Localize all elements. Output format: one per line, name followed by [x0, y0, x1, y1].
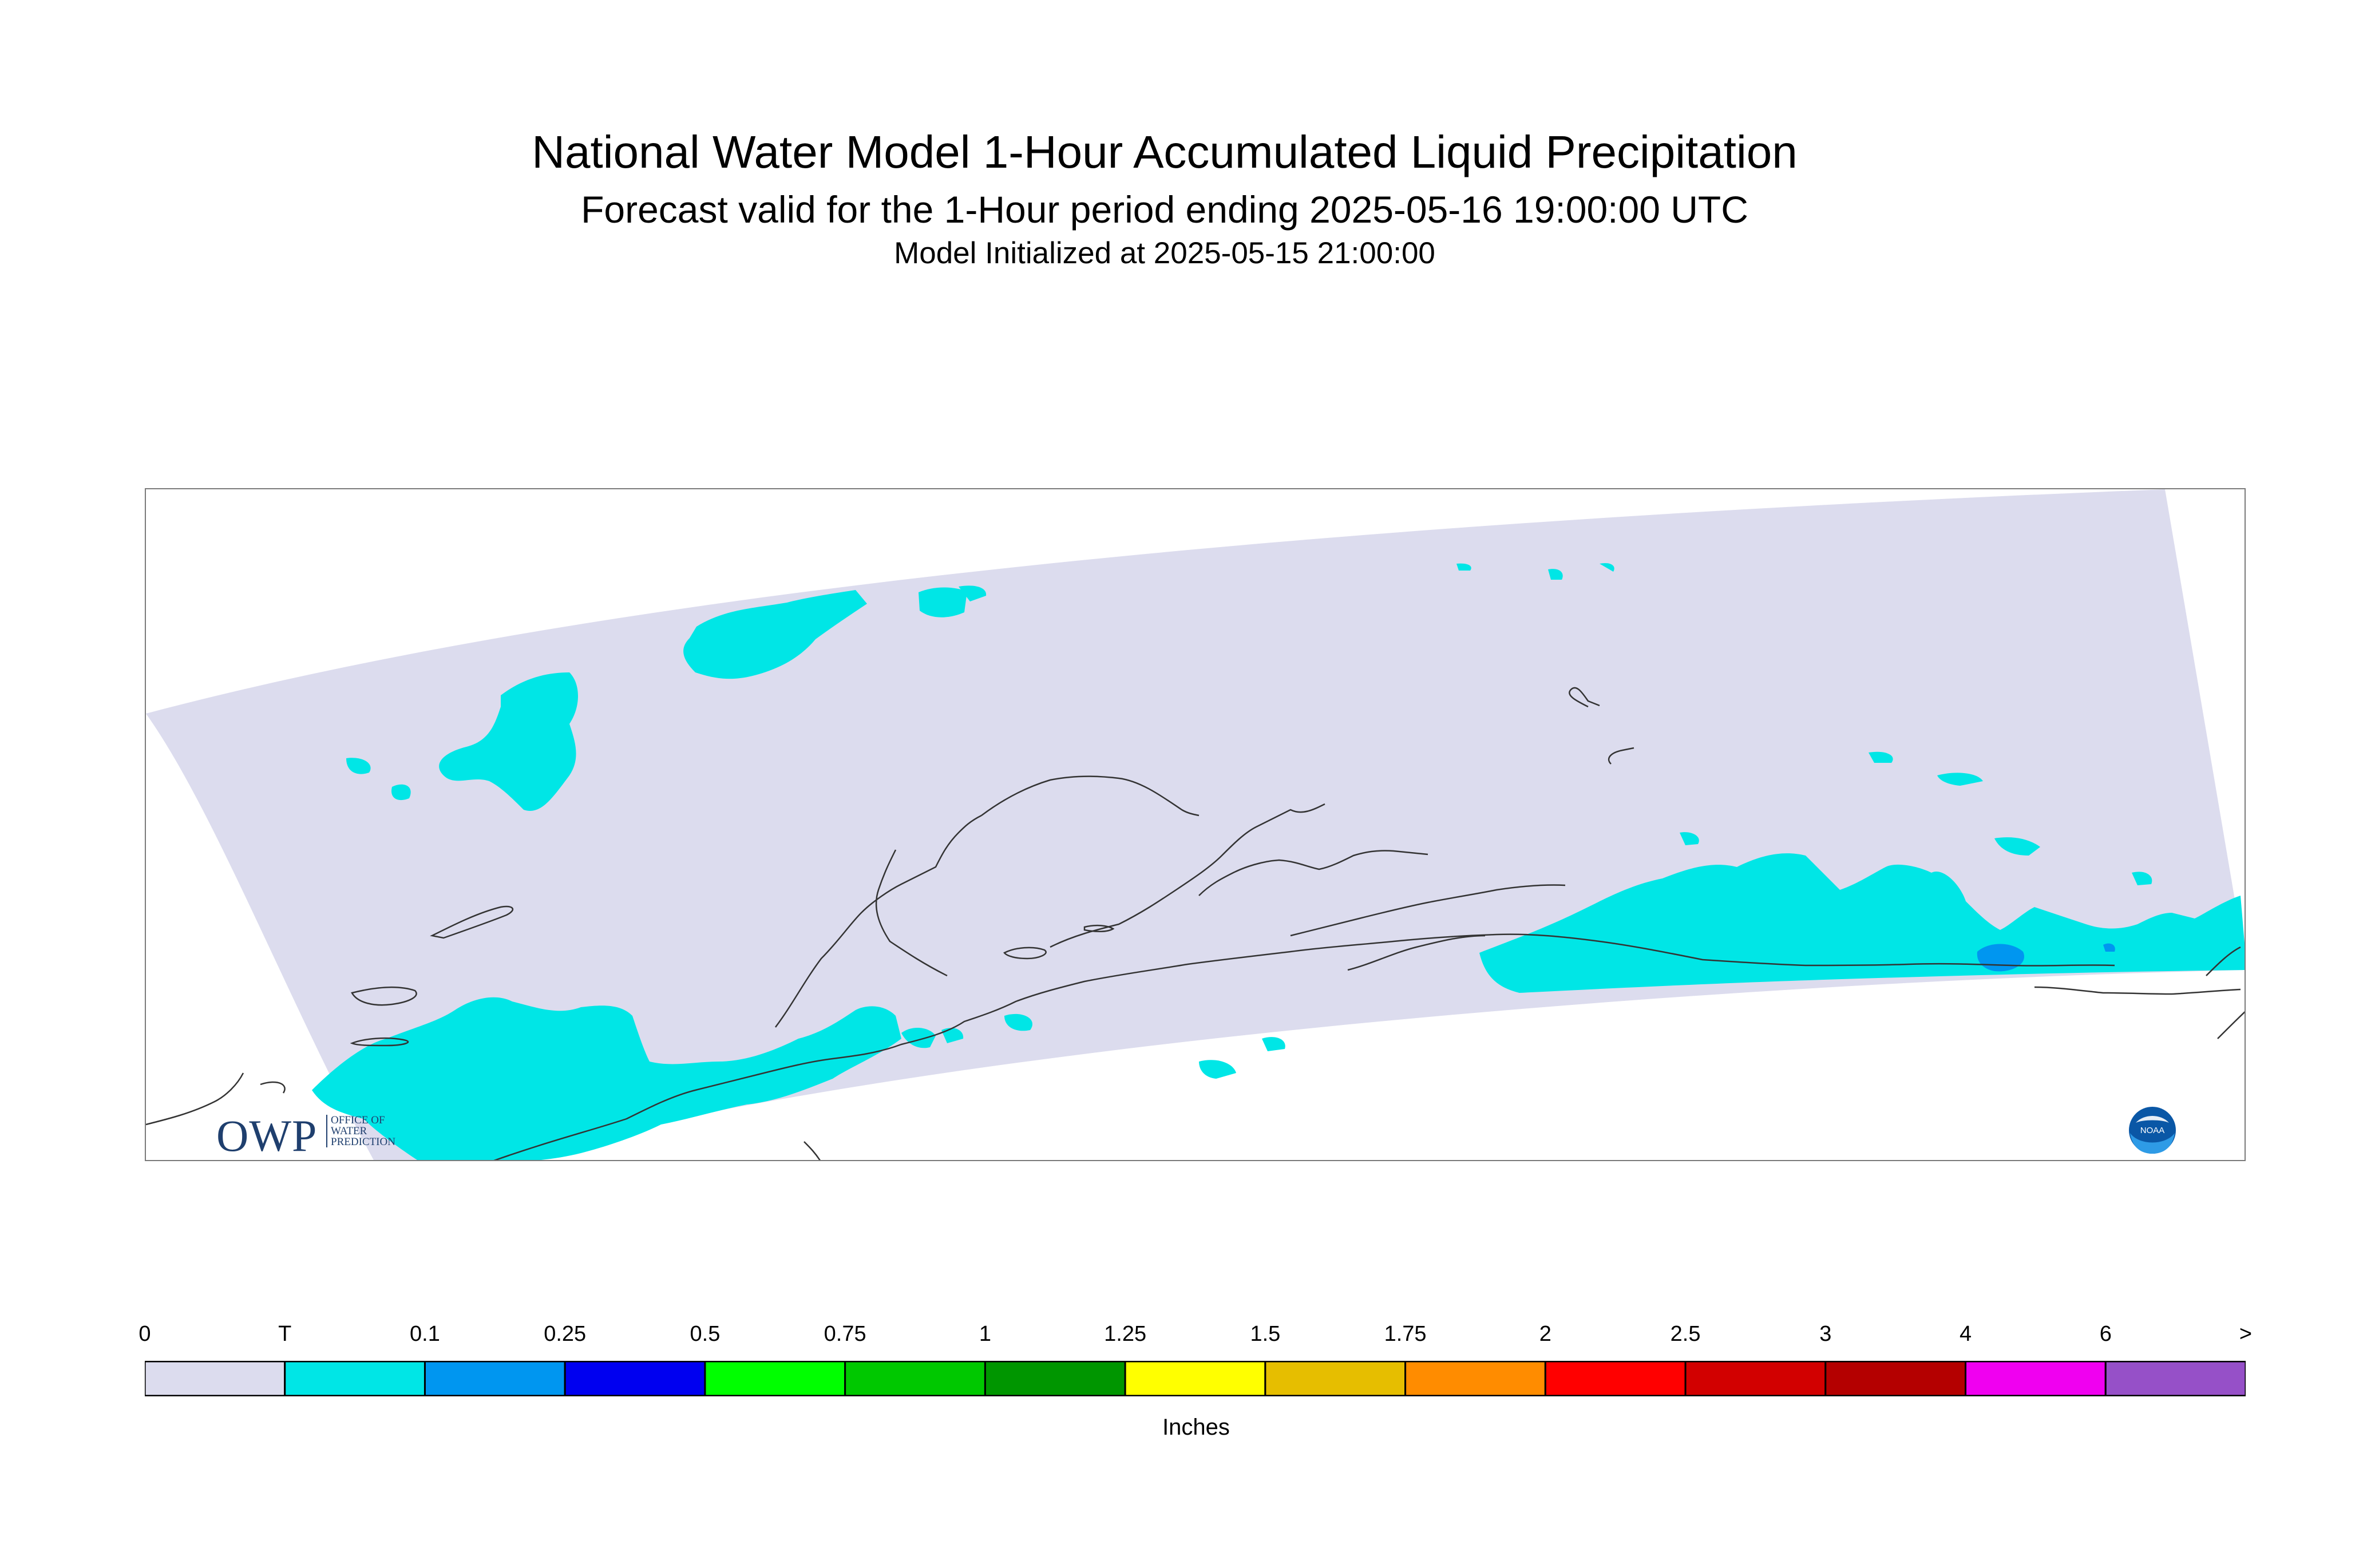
- legend-tick-label: 2: [1539, 1322, 1551, 1346]
- precip-area: [312, 997, 901, 1160]
- color-legend: [145, 1361, 2246, 1396]
- precip-area: [1548, 569, 1563, 580]
- precip-area: [2103, 943, 2115, 952]
- owp-logo-line3: PREDICTION: [331, 1136, 395, 1148]
- precip-area: [1994, 837, 2040, 856]
- legend-tick-label: 1.75: [1384, 1322, 1427, 1346]
- map-panel: [145, 488, 2246, 1161]
- legend-bin: [1404, 1361, 1546, 1396]
- owp-logo-letters: OWP: [216, 1111, 318, 1161]
- coastline: [1198, 850, 1428, 896]
- legend-tick-label: 0.5: [690, 1322, 721, 1346]
- coastline: [1608, 747, 1634, 765]
- legend-tick-label: T: [278, 1322, 292, 1346]
- owp-logo-line1: OFFICE OF: [331, 1114, 385, 1126]
- coastline: [430, 905, 514, 939]
- coastline: [1083, 924, 1115, 932]
- model-domain: [146, 489, 2245, 1160]
- precip-area: [1937, 773, 1983, 786]
- legend-bin: [1124, 1361, 1266, 1396]
- legend-tick-label: 6: [2099, 1322, 2112, 1346]
- legend-tick-label: 0.75: [824, 1322, 866, 1346]
- precip-area: [941, 1028, 964, 1043]
- precip-area: [959, 585, 987, 601]
- precip-area: [1199, 1060, 1236, 1079]
- noaa-logo-text: NOAA: [2140, 1126, 2165, 1135]
- precip-area: [391, 784, 411, 801]
- legend-colorbar: [145, 1361, 2246, 1396]
- legend-bin: [844, 1361, 986, 1396]
- coastline: [1569, 687, 1600, 708]
- legend-tick-label: 0: [138, 1322, 151, 1346]
- coastline: [981, 775, 1200, 817]
- map-subtitle: Forecast valid for the 1-Hour period end…: [581, 188, 1748, 231]
- precip-area: [683, 590, 867, 679]
- coastline: [2206, 946, 2241, 976]
- precip-area: [1600, 563, 1614, 572]
- legend-tick-label: 0.1: [410, 1322, 440, 1346]
- legend-tick-label: 1.5: [1250, 1322, 1281, 1346]
- coastline: [260, 1081, 286, 1094]
- coastline: [803, 1141, 821, 1160]
- owp-logo: OWP OFFICE OF WATER PREDICTION: [216, 1110, 434, 1161]
- coastline: [875, 849, 948, 977]
- precip-area: [346, 758, 371, 774]
- coastline: [493, 933, 2115, 1160]
- legend-bin: [984, 1361, 1126, 1396]
- coastline: [774, 814, 982, 1028]
- coastline: [350, 1037, 409, 1047]
- model-init-time: Model Initialized at 2025-05-15 21:00:00: [894, 236, 1435, 270]
- precip-area: [1479, 853, 2245, 993]
- legend-tick-label: 1.25: [1104, 1322, 1147, 1346]
- legend-tick-label: 3: [1819, 1322, 1832, 1346]
- legend-tick-label: 0.25: [544, 1322, 587, 1346]
- owp-logo-subtitle: OFFICE OF WATER PREDICTION: [326, 1115, 395, 1147]
- precip-area: [1004, 1013, 1032, 1031]
- precip-area: [439, 672, 578, 811]
- coastline: [1347, 935, 1486, 971]
- legend-bin: [1824, 1361, 1967, 1396]
- legend-tick-label: >: [2239, 1322, 2253, 1346]
- noaa-logo: NOAA: [2129, 1107, 2176, 1154]
- legend-bin: [564, 1361, 706, 1396]
- precip-area: [1869, 751, 1893, 763]
- legend-bin: [1965, 1361, 2107, 1396]
- precip-area: [919, 587, 967, 617]
- coastline: [2034, 986, 2241, 995]
- coastline: [2217, 1011, 2245, 1039]
- precipitation-map: [146, 489, 2245, 1160]
- legend-bin: [145, 1361, 286, 1396]
- map-title: National Water Model 1-Hour Accumulated …: [532, 126, 1798, 177]
- coastline: [1290, 884, 1566, 937]
- precip-area: [2132, 872, 2152, 885]
- legend-bin: [1264, 1361, 1407, 1396]
- legend-bin: [1544, 1361, 1687, 1396]
- coastline: [1050, 803, 1325, 948]
- coastline: [1003, 947, 1047, 960]
- legend-tick-label: 4: [1959, 1322, 1972, 1346]
- legend-bin: [2104, 1361, 2246, 1396]
- precip-area: [1680, 832, 1699, 845]
- legend-bin: [1684, 1361, 1827, 1396]
- coastline: [351, 987, 417, 1006]
- legend-bin: [704, 1361, 846, 1396]
- owp-logo-line2: WATER: [331, 1125, 367, 1137]
- legend-tick-label: 2.5: [1670, 1322, 1701, 1346]
- legend-bin: [284, 1361, 426, 1396]
- legend-bin: [423, 1361, 566, 1396]
- precip-area: [1456, 563, 1471, 571]
- precip-area: [1262, 1037, 1285, 1051]
- coastline: [146, 1072, 244, 1126]
- coastlines: [146, 687, 2245, 1160]
- legend-units: Inches: [1162, 1415, 1230, 1440]
- legend-tick-label: 1: [979, 1322, 991, 1346]
